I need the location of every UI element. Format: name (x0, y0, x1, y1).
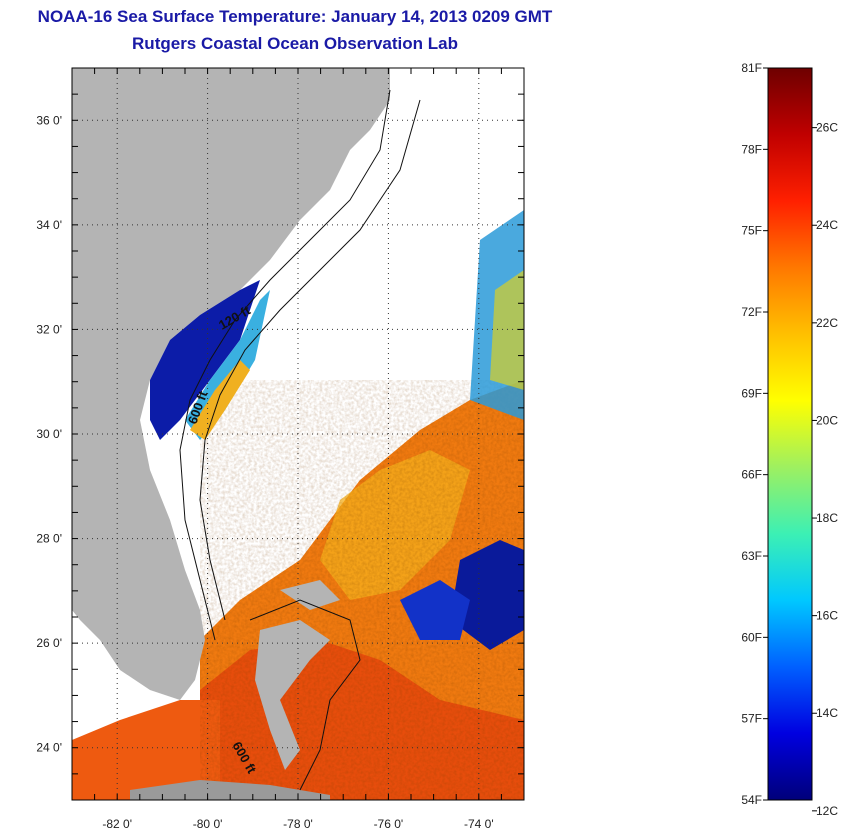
lat-tick-label: 26 0' (36, 636, 62, 650)
colorbar-f-label: 72F (741, 305, 762, 319)
cool-water-shelf (185, 290, 270, 440)
colorbar-f-label: 69F (741, 386, 762, 400)
lon-tick-label: -78 0' (283, 817, 313, 831)
land-bahamas-andros (255, 620, 330, 770)
cold-water-east (450, 540, 524, 650)
land-southeast-us (72, 68, 390, 700)
colorbar-c-label: 12C (816, 804, 838, 818)
colorbar-f-label: 57F (741, 712, 762, 726)
lon-tick-label: -74 0' (464, 817, 494, 831)
lat-tick-label: 28 0' (36, 532, 62, 546)
colorbar-f-label: 60F (741, 630, 762, 644)
colorbar-f-label: 66F (741, 468, 762, 482)
warm-water-south (72, 700, 220, 800)
land-cuba (130, 780, 330, 800)
lat-tick-label: 34 0' (36, 218, 62, 232)
colorbar-f-label: 81F (741, 61, 762, 75)
colorbar-c-label: 18C (816, 511, 838, 525)
depth-contour-bahamas (249, 599, 361, 791)
colorbar-c-label: 26C (816, 121, 838, 135)
cold-water-coastal (150, 280, 260, 440)
lat-tick-label: 30 0' (36, 427, 62, 441)
colorbar-c-label: 24C (816, 218, 838, 232)
colorbar-c-label: 22C (816, 316, 838, 330)
colorbar-ticks: 81F 78F 75F 72F 69F 66F 63F 60F 57F 54F 26C 24C 22C 2… (741, 61, 838, 818)
lat-tick-label: 32 0' (36, 322, 62, 336)
colorbar (767, 67, 813, 801)
colorbar-f-label: 78F (741, 142, 762, 156)
lon-tick-label: -80 0' (193, 817, 223, 831)
depth-contour-120ft (179, 89, 391, 641)
map-axis-ticks: -82 0' -80 0' -78 0' -76 0' -74 0' 24 0' 26 0'… (36, 67, 525, 831)
land-bahamas-north (280, 580, 340, 610)
map-body (72, 68, 524, 800)
colorbar-f-label: 75F (741, 224, 762, 238)
depth-contour-600ft (199, 99, 421, 621)
colorbar-c-label: 20C (816, 413, 838, 427)
map-subtitle: Rutgers Coastal Ocean Observation Lab (132, 34, 458, 53)
cool-band-northeast-yellow (490, 270, 524, 390)
colorbar-f-label: 63F (741, 549, 762, 563)
lat-tick-label: 36 0' (36, 113, 62, 127)
lat-tick-label: 24 0' (36, 741, 62, 755)
warm-water-shelf (190, 360, 250, 440)
colorbar-c-label: 16C (816, 609, 838, 623)
graticule (72, 68, 524, 800)
lon-tick-label: -76 0' (374, 817, 404, 831)
lon-tick-label: -82 0' (102, 817, 132, 831)
colorbar-f-label: 54F (741, 793, 762, 807)
colorbar-c-label: 14C (816, 706, 838, 720)
map-title: NOAA-16 Sea Surface Temperature: January… (37, 7, 553, 26)
cold-water-east-2 (400, 580, 470, 640)
